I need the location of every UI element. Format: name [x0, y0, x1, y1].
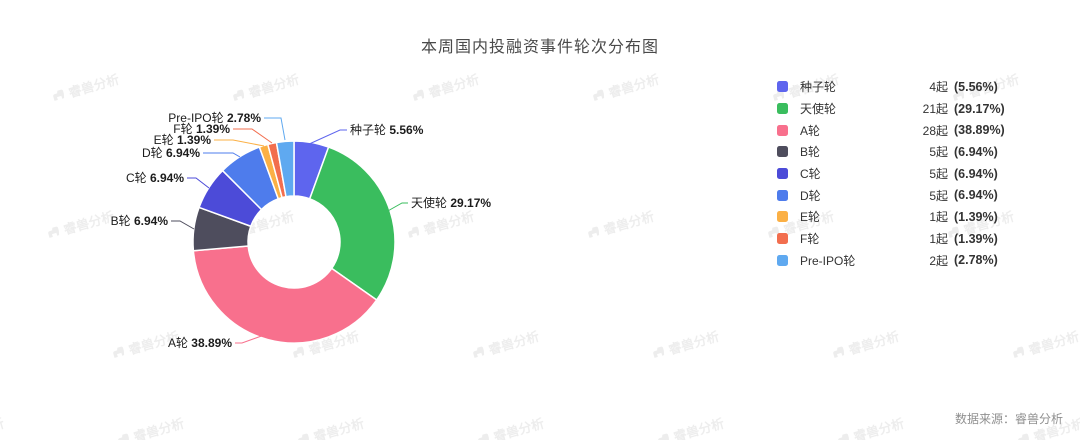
- legend-item-1[interactable]: 天使轮 21起 (29.17%): [777, 98, 1005, 120]
- pie-label-3: B轮 6.94%: [111, 214, 169, 228]
- legend-swatch-icon: [777, 254, 788, 266]
- legend-percent: (38.89%): [954, 123, 1005, 138]
- legend-count: 5起: [929, 145, 948, 160]
- pie-label-line-3: [171, 220, 195, 230]
- legend-label: 天使轮: [800, 102, 837, 117]
- pie-label-7: F轮 1.39%: [173, 122, 230, 136]
- pie-label-0: 种子轮 5.56%: [350, 123, 424, 137]
- pie-slice-2[interactable]: [192, 245, 378, 344]
- legend-item-7[interactable]: F轮 1起 (1.39%): [777, 228, 1005, 250]
- legend-count: 28起: [922, 123, 948, 138]
- pie-label-line-1: [385, 202, 408, 213]
- legend-count: 2起: [929, 253, 948, 268]
- legend-label: C轮: [800, 167, 821, 182]
- legend-swatch-icon: [777, 168, 788, 180]
- pie-label-line-6: [214, 139, 265, 147]
- legend-item-5[interactable]: D轮 5起 (6.94%): [777, 184, 1005, 206]
- legend-percent: (29.17%): [954, 101, 1005, 116]
- chart-title: 本周国内投融资事件轮次分布图: [420, 39, 659, 56]
- pie-label-6: E轮 1.39%: [154, 133, 212, 147]
- legend: 种子轮 4起 (5.56%) 天使轮 21起 (29.17%) A轮 28起 (38.89%) B…: [777, 76, 1005, 271]
- legend-label: B轮: [800, 145, 821, 160]
- pie-label-2: A轮 38.89%: [168, 336, 232, 350]
- pie-label-line-2: [235, 333, 268, 344]
- legend-item-2[interactable]: A轮 28起 (38.89%): [777, 119, 1005, 141]
- pie-label-5: D轮 6.94%: [142, 146, 200, 160]
- legend-percent: (6.94%): [954, 166, 998, 181]
- legend-label: A轮: [800, 123, 821, 138]
- legend-swatch-icon: [777, 211, 788, 223]
- pie-label-line-8: [264, 117, 286, 141]
- legend-percent: (1.39%): [954, 231, 998, 246]
- pie-slice-1[interactable]: [308, 146, 396, 301]
- legend-label: 种子轮: [800, 80, 837, 95]
- legend-item-8[interactable]: Pre-IPO轮 2起 (2.78%): [777, 250, 1005, 272]
- legend-label: F轮: [800, 232, 820, 247]
- legend-item-3[interactable]: B轮 5起 (6.94%): [777, 141, 1005, 163]
- pie-label-line-5: [203, 152, 241, 158]
- legend-item-0[interactable]: 种子轮 4起 (5.56%): [777, 76, 1005, 98]
- legend-swatch-icon: [777, 124, 788, 136]
- legend-percent: (6.94%): [954, 188, 998, 203]
- legend-percent: (1.39%): [954, 209, 998, 224]
- pie-label-1: 天使轮 29.17%: [411, 195, 491, 210]
- legend-label: E轮: [800, 210, 821, 225]
- legend-swatch-icon: [777, 81, 788, 93]
- legend-count: 1起: [929, 232, 948, 247]
- legend-percent: (5.56%): [954, 79, 998, 94]
- legend-count: 1起: [929, 210, 948, 225]
- legend-swatch-icon: [777, 189, 788, 201]
- pie-label-4: C轮 6.94%: [126, 171, 184, 185]
- legend-count: 5起: [929, 188, 948, 203]
- data-source-note: 数据来源：睿兽分析: [954, 412, 1063, 426]
- legend-label: Pre-IPO轮: [800, 253, 856, 268]
- pie-label-8: Pre-IPO轮 2.78%: [168, 111, 261, 125]
- pie-label-line-7: [233, 128, 273, 144]
- legend-label: D轮: [800, 188, 821, 203]
- legend-percent: (2.78%): [954, 253, 998, 268]
- legend-swatch-icon: [777, 103, 788, 115]
- legend-item-4[interactable]: C轮 5起 (6.94%): [777, 163, 1005, 185]
- legend-percent: (6.94%): [954, 144, 998, 159]
- legend-count: 21起: [922, 102, 948, 117]
- legend-count: 5起: [929, 167, 948, 182]
- pie-label-line-4: [187, 177, 210, 189]
- pie-label-line-0: [306, 129, 347, 146]
- legend-swatch-icon: [777, 233, 788, 245]
- legend-count: 4起: [929, 80, 948, 95]
- pie-slice-8[interactable]: [275, 140, 295, 198]
- legend-swatch-icon: [777, 146, 788, 158]
- legend-item-6[interactable]: E轮 1起 (1.39%): [777, 206, 1005, 228]
